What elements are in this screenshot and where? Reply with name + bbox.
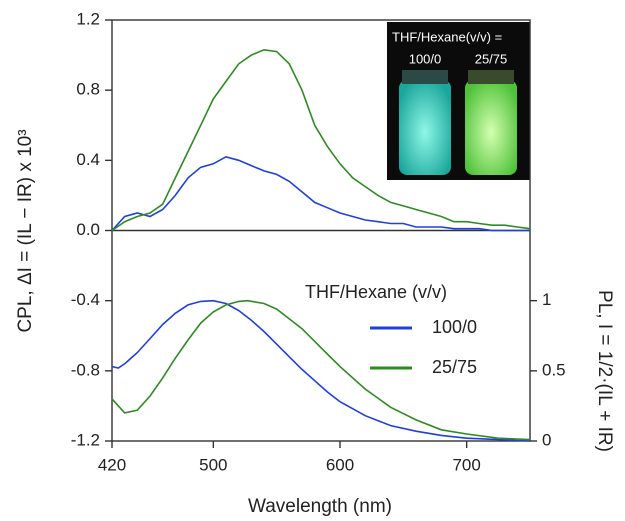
vial-cap (402, 70, 448, 84)
y2-tick-label: 0.5 (542, 360, 566, 379)
y-tick-label: 1.2 (76, 9, 100, 28)
y-tick-label: -0.8 (71, 360, 100, 379)
vial (399, 80, 451, 175)
y-tick-label: -0.4 (71, 290, 100, 309)
vial-cap (468, 70, 514, 84)
y-tick-label: 0.8 (76, 80, 100, 99)
y-tick-label: -1.2 (71, 430, 100, 449)
y2-tick-label: 1 (542, 290, 551, 309)
x-tick-label: 600 (326, 455, 354, 474)
inset-label: 100/0 (409, 51, 442, 66)
inset-photo: THF/Hexane(v/v) = 100/0 25/75 (387, 22, 530, 180)
legend-label: 25/75 (432, 357, 477, 377)
series-line (111, 299, 531, 442)
series-line (111, 48, 531, 232)
y2-axis-label: PL, I = 1/2·(IL + IR) (594, 290, 615, 452)
legend-title: THF/Hexane (v/v) (305, 282, 447, 302)
inset-title: THF/Hexane(v/v) = (392, 29, 502, 44)
legend-label: 100/0 (432, 317, 477, 337)
x-tick-label: 500 (199, 455, 227, 474)
y-axis-label: CPL, ΔI = (IL − IR) x 10³ (15, 129, 36, 332)
x-axis-label: Wavelength (nm) (248, 496, 392, 517)
vial (465, 80, 517, 175)
x-tick-label: 420 (98, 455, 126, 474)
y-tick-label: 0.4 (76, 150, 100, 169)
inset-label: 25/75 (475, 51, 508, 66)
series-line (111, 155, 530, 232)
y2-tick-label: 0 (542, 430, 551, 449)
series-line (111, 299, 531, 441)
x-tick-label: 700 (452, 455, 480, 474)
y-tick-label: 0.0 (76, 220, 100, 239)
